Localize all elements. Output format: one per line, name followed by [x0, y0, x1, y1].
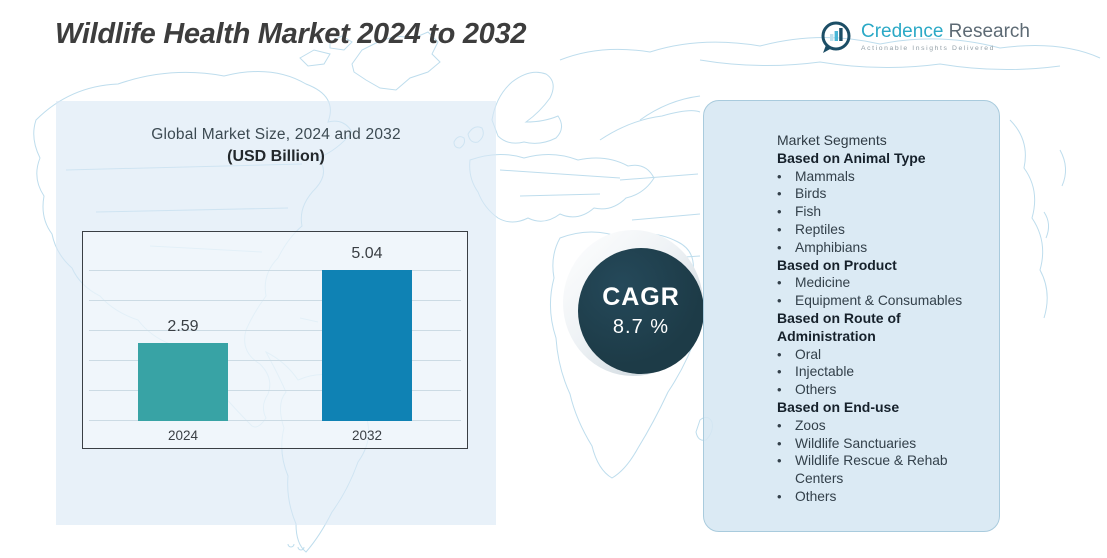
cagr-badge: CAGR 8.7 %	[578, 248, 704, 374]
bullet-icon: •	[777, 346, 782, 362]
x-axis-label: 2024	[167, 428, 199, 443]
segment-item-label: Injectable	[795, 364, 855, 380]
gridline	[89, 390, 461, 391]
segment-item: • Reptiles	[777, 221, 983, 239]
segment-item: • Birds	[777, 185, 983, 203]
gridline	[89, 300, 461, 301]
bullet-icon: •	[777, 239, 782, 255]
cagr-label: CAGR	[602, 283, 680, 311]
bullet-icon: •	[777, 293, 782, 309]
logo-tagline: Actionable Insights Delivered	[861, 45, 996, 52]
segment-group-heading: Based on Animal Type	[777, 149, 926, 166]
bullet-icon: •	[777, 204, 782, 220]
bar-chart-bubble-icon	[821, 21, 851, 53]
bullet-icon: •	[777, 364, 782, 380]
bullet-icon: •	[777, 488, 782, 504]
cagr-value: 8.7 %	[612, 316, 670, 338]
segment-group-heading: Based on Product	[777, 256, 897, 273]
gridline	[89, 270, 461, 271]
segment-item: • Oral	[777, 346, 983, 364]
segment-item-label: Amphibians	[795, 239, 868, 255]
segment-item: • Injectable	[777, 363, 983, 381]
bar-chart: 2.59 2024 5.04 2032	[82, 231, 468, 449]
credence-research-logo: Credence Research Actionable Insights De…	[818, 19, 1030, 55]
gridline	[89, 330, 461, 331]
bar-value-label: 2.59	[167, 318, 199, 335]
logo-brand-secondary: Research	[948, 21, 1030, 42]
bar-2024	[138, 343, 228, 421]
segment-item: • Medicine	[777, 274, 983, 292]
market-segments-panel: Market Segments Based on Animal Type • Mam…	[703, 100, 1000, 532]
segment-item-label: Wildlife Rescue & Rehab Centers	[795, 453, 948, 487]
bar-value-label: 5.04	[351, 245, 383, 262]
chart-subtitle: (USD Billion)	[227, 148, 325, 165]
logo-brand-name: Credence Research	[861, 22, 1030, 42]
segment-item-label: Medicine	[795, 275, 851, 291]
segment-item-label: Others	[795, 488, 837, 504]
segment-item: • Fish	[777, 203, 983, 221]
segment-item: • Others	[777, 488, 983, 506]
gridline	[89, 360, 461, 361]
segment-item: • Zoos	[777, 417, 983, 435]
segment-item: • Wildlife Sanctuaries	[777, 435, 983, 453]
segment-item-label: Others	[795, 382, 837, 398]
chart-title: Global Market Size, 2024 and 2032	[151, 126, 401, 143]
segment-item: • Amphibians	[777, 239, 983, 257]
bullet-icon: •	[777, 453, 782, 469]
segment-item-label: Oral	[795, 346, 822, 362]
segment-item: • Others	[777, 381, 983, 399]
bullet-icon: •	[777, 275, 782, 291]
segment-item-label: Mammals	[795, 168, 855, 184]
logo-brand-primary: Credence	[861, 21, 944, 42]
segment-item: • Equipment & Consumables	[777, 292, 983, 310]
segment-item-label: Fish	[795, 204, 822, 220]
bullet-icon: •	[777, 221, 782, 237]
segment-group-heading: Based on End-use	[777, 398, 900, 415]
market-size-panel: Global Market Size, 2024 and 2032 (USD B…	[56, 101, 496, 525]
segments-list: Based on Animal Type • Mammals • Birds • Fish •…	[777, 150, 983, 506]
segment-item-label: Wildlife Sanctuaries	[795, 435, 917, 451]
gridline	[89, 420, 461, 421]
logo-text: Credence Research Actionable Insights De…	[861, 19, 1030, 53]
segment-item: • Mammals	[777, 168, 983, 186]
segment-item-label: Reptiles	[795, 221, 845, 237]
bar-2032	[322, 270, 412, 421]
bullet-icon: •	[777, 382, 782, 398]
bullet-icon: •	[777, 417, 782, 433]
bullet-icon: •	[777, 186, 782, 202]
bullet-icon: •	[777, 168, 782, 184]
page-title: Wildlife Health Market 2024 to 2032	[55, 18, 527, 50]
segment-group-heading: Based on Route of Administration	[777, 309, 901, 344]
segment-item: • Wildlife Rescue & Rehab Centers	[777, 452, 983, 488]
x-axis-label: 2032	[351, 428, 383, 443]
chart-title-block: Global Market Size, 2024 and 2032 (USD B…	[56, 126, 496, 166]
segment-item-label: Equipment & Consumables	[795, 293, 963, 309]
segment-item-label: Birds	[795, 186, 827, 202]
segments-title: Market Segments	[777, 132, 887, 148]
bullet-icon: •	[777, 435, 782, 451]
segment-item-label: Zoos	[795, 417, 826, 433]
